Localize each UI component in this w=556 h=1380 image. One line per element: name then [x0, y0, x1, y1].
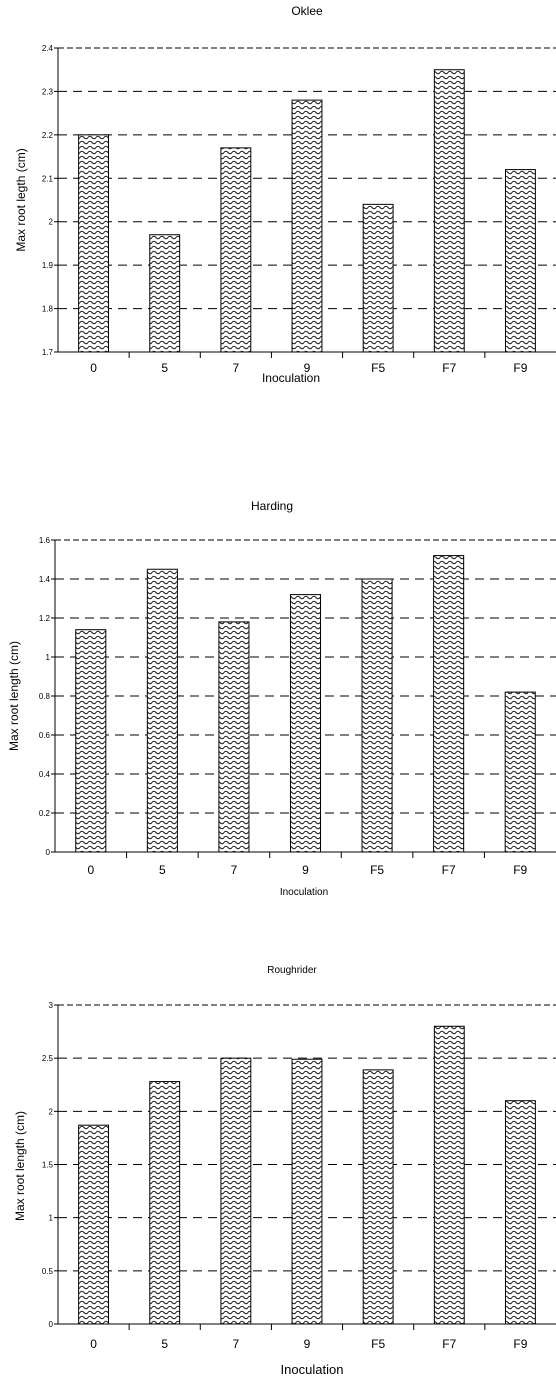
x-tick-label: 0	[90, 1337, 97, 1351]
y-tick-label: 0.4	[39, 770, 51, 779]
x-tick-label: 0	[90, 361, 97, 375]
y-tick-label: 3	[49, 1001, 54, 1010]
y-axis-label: Max root length (cm)	[7, 641, 21, 751]
chart-harding-svg: Harding Inoculation Max root length (cm)…	[7, 499, 556, 898]
x-tick-label: 7	[231, 863, 238, 877]
x-tick-label: F9	[513, 863, 527, 877]
y-tick-label: 0.8	[39, 692, 51, 701]
x-tick-label: 0	[87, 863, 94, 877]
x-axis-label: Inoculation	[262, 371, 320, 385]
bar-f7	[433, 555, 465, 853]
chart-roughrider-svg: Roughrider Inoculation Max root length (…	[13, 965, 556, 1377]
y-tick-label: 0.6	[39, 731, 51, 740]
y-tick-label: 2	[49, 1107, 54, 1116]
bar-f5	[361, 578, 393, 853]
bar-f5	[362, 203, 394, 353]
bar-5	[146, 568, 178, 853]
chart-oklee-svg: Oklee Inoculation Max root legth (cm) 1.…	[14, 4, 556, 385]
x-tick-label: 7	[233, 1337, 240, 1351]
y-tick-label: 1.4	[39, 575, 51, 584]
y-tick-label: 2.4	[42, 44, 54, 53]
bar-9	[291, 99, 323, 353]
x-tick-label: 9	[304, 1337, 311, 1351]
bar-0	[75, 629, 107, 853]
x-tick-label: F7	[442, 361, 456, 375]
bar-5	[149, 1081, 181, 1325]
bar-0	[78, 134, 110, 353]
y-tick-label: 2	[49, 218, 54, 227]
x-tick-label: F7	[442, 1337, 456, 1351]
bar-7	[220, 1057, 252, 1325]
y-tick-label: 0.2	[39, 809, 51, 818]
bar-7	[218, 621, 250, 853]
bar-f7	[433, 1025, 465, 1325]
y-tick-label: 0.5	[42, 1267, 54, 1276]
chart-roughrider: Roughrider Inoculation Max root length (…	[0, 950, 556, 1380]
x-axis-label: Inoculation	[280, 887, 328, 898]
x-tick-label: 5	[161, 1337, 168, 1351]
y-tick-label: 1.6	[39, 536, 51, 545]
x-tick-label: F5	[370, 863, 384, 877]
y-tick-label: 1.8	[42, 305, 54, 314]
chart-title: Roughrider	[267, 965, 317, 976]
bar-7	[220, 147, 252, 353]
x-tick-label: F9	[513, 1337, 527, 1351]
y-tick-label: 2.2	[42, 131, 54, 140]
y-axis-label: Max root length (cm)	[13, 1111, 27, 1221]
chart-oklee: Oklee Inoculation Max root legth (cm) 1.…	[0, 0, 556, 420]
y-axis-label: Max root legth (cm)	[14, 148, 28, 251]
bar-f9	[504, 169, 536, 353]
x-tick-label: 5	[161, 361, 168, 375]
bar-f5	[362, 1069, 394, 1325]
y-tick-label: 0	[49, 1320, 54, 1329]
x-tick-label: 9	[304, 361, 311, 375]
y-tick-label: 2.1	[42, 174, 54, 183]
x-axis-label: Inoculation	[281, 1362, 344, 1377]
y-tick-label: 2.3	[42, 87, 54, 96]
chart-title: Oklee	[291, 4, 323, 18]
bar-5	[149, 234, 181, 353]
y-tick-label: 1	[46, 653, 51, 662]
bar-9	[291, 1058, 323, 1325]
y-tick-label: 1.9	[42, 261, 54, 270]
y-tick-label: 1.2	[39, 614, 51, 623]
chart-title: Harding	[251, 499, 293, 513]
y-tick-label: 2.5	[42, 1054, 54, 1063]
y-tick-label: 1.5	[42, 1161, 54, 1170]
x-tick-label: F5	[371, 1337, 385, 1351]
x-tick-label: F7	[442, 863, 456, 877]
x-tick-label: 7	[233, 361, 240, 375]
y-tick-label: 0	[46, 848, 51, 857]
bar-9	[289, 594, 322, 853]
bar-f9	[504, 1100, 536, 1325]
y-tick-label: 1	[49, 1214, 54, 1223]
x-tick-label: 9	[302, 863, 309, 877]
chart-harding: Harding Inoculation Max root length (cm)…	[0, 490, 556, 910]
bar-f7	[433, 69, 465, 353]
x-tick-label: F9	[513, 361, 527, 375]
bar-0	[78, 1124, 110, 1325]
x-tick-label: F5	[371, 361, 385, 375]
y-tick-label: 1.7	[42, 348, 54, 357]
bar-f9	[504, 691, 536, 853]
x-tick-label: 5	[159, 863, 166, 877]
